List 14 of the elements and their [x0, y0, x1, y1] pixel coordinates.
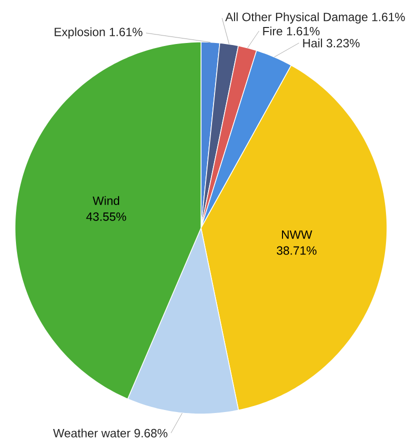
data-label: 3.23%	[326, 38, 360, 48]
data-label: 1.61%	[372, 12, 405, 22]
data-label: 9.68%	[134, 428, 168, 438]
slice-label: Explosion	[54, 27, 105, 39]
data-label: 1.61%	[287, 26, 320, 36]
slice-label: NWW	[282, 230, 312, 239]
slice-label: Weather water	[53, 428, 130, 438]
data-label: 43.55%	[86, 212, 126, 221]
slice-label: Wind	[92, 196, 120, 205]
slice-label: Fire	[263, 26, 282, 36]
slice-label: Hail	[303, 38, 322, 48]
data-label: 1.61%	[110, 28, 142, 36]
slice-label: All Other Physical Damage	[225, 12, 368, 24]
data-label: 38.71%	[276, 246, 316, 255]
